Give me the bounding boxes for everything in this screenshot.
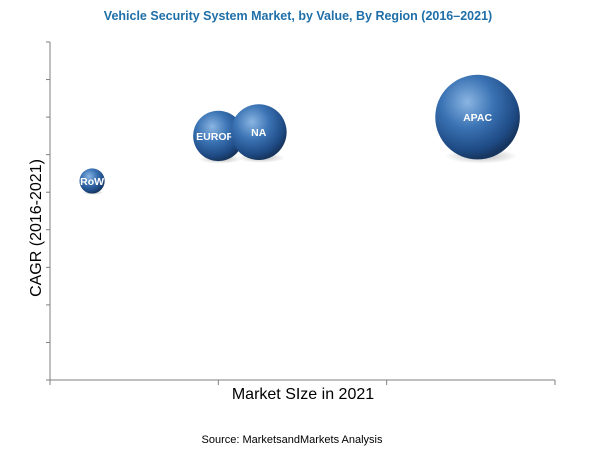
chart-axes — [46, 41, 556, 385]
bubble-na — [230, 104, 287, 161]
x-axis-label: Market SIze in 2021 — [232, 386, 374, 403]
y-axis-label: CAGR (2016-2021) — [28, 159, 45, 297]
bubble-row — [79, 168, 105, 194]
bubble-label-europe: EUROPE — [196, 131, 240, 143]
source-note: Source: MarketsandMarkets Analysis — [202, 434, 383, 446]
chart-title: Vehicle Security System Market, by Value… — [104, 9, 492, 23]
bubble-europe — [193, 110, 244, 162]
bubble-label-row: RoW — [80, 176, 104, 188]
bubble-series: RoW EUROPE NA APAC — [79, 74, 520, 195]
bubble-label-na: NA — [251, 127, 267, 139]
bubble-apac — [435, 74, 520, 160]
bubble-label-apac: APAC — [463, 112, 492, 124]
